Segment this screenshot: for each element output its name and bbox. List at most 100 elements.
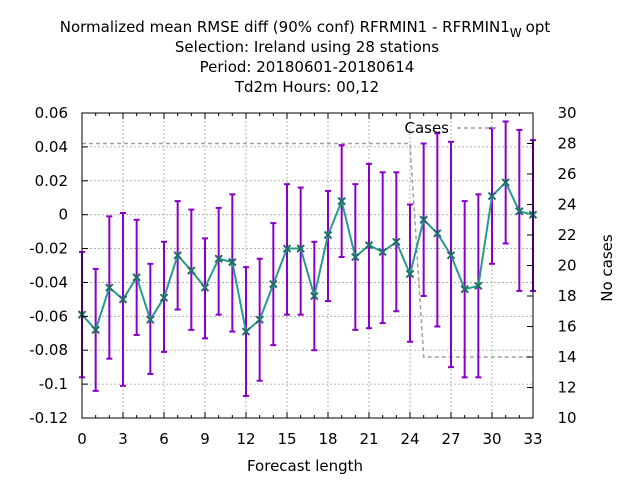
- y-tick-label: -0.1: [39, 375, 68, 393]
- y2-tick-label: 22: [557, 226, 576, 244]
- x-tick-label: 15: [277, 430, 296, 448]
- x-tick-label: 9: [200, 430, 210, 448]
- y2-tick-label: 12: [557, 379, 576, 397]
- mean-point: [323, 230, 333, 240]
- title-line-3: Period: 20180601-20180614: [200, 58, 415, 76]
- mean-point-stroke: [337, 196, 346, 206]
- mean-point: [460, 285, 469, 294]
- mean-point-stroke: [132, 273, 141, 282]
- y-tick-label: -0.12: [29, 409, 68, 427]
- mean-point-stroke: [405, 269, 415, 279]
- mean-point-stroke: [392, 237, 401, 246]
- mean-point-stroke: [296, 244, 305, 253]
- y2-tick-label: 28: [557, 135, 576, 153]
- mean-point: [487, 191, 497, 201]
- mean-point-stroke: [378, 247, 387, 257]
- mean-point: [118, 295, 128, 304]
- mean-point-stroke: [241, 327, 251, 336]
- mean-point-stroke: [255, 315, 264, 324]
- mean-point: [446, 251, 456, 260]
- y2-tick-label: 26: [557, 165, 576, 183]
- mean-point-stroke: [187, 266, 196, 275]
- mean-point: [187, 266, 196, 275]
- y-tick-label: -0.04: [29, 273, 68, 291]
- mean-point-stroke: [515, 207, 524, 216]
- mean-point-stroke: [282, 244, 292, 253]
- title-line-4: Td2m Hours: 00,12: [234, 78, 379, 96]
- title-line-2: Selection: Ireland using 28 stations: [175, 38, 439, 56]
- mean-point: [105, 283, 114, 292]
- mean-point: [515, 207, 524, 216]
- y-tick-label: -0.08: [29, 341, 68, 359]
- x-tick-label: 21: [359, 430, 378, 448]
- y2-tick-label: 14: [557, 348, 576, 366]
- mean-point: [337, 196, 346, 206]
- x-tick-label: 3: [118, 430, 128, 448]
- tick-labels: 0 3 6 9 12 15 18 21 24 27 30 33 0.06 0.04 0.02 0 -0.02 -0…: [29, 104, 576, 448]
- x-tick-label: 18: [318, 430, 337, 448]
- y2-tick-label: 10: [557, 409, 576, 427]
- mean-point: [269, 279, 278, 289]
- mean-point-stroke: [200, 283, 210, 292]
- y-tick-label: 0.02: [35, 172, 68, 190]
- y2-tick-label: 24: [557, 196, 576, 214]
- mean-point-stroke: [173, 251, 182, 260]
- mean-point: [364, 240, 374, 250]
- mean-point-stroke: [351, 252, 360, 262]
- mean-point: [132, 273, 141, 282]
- errorbar-series: [79, 120, 536, 397]
- mean-point: [351, 252, 360, 262]
- mean-point: [159, 293, 169, 302]
- x-tick-label: 12: [236, 430, 255, 448]
- mean-point-stroke: [501, 178, 510, 187]
- y-tick-label: -0.06: [29, 307, 68, 325]
- mean-point: [255, 315, 264, 324]
- x-tick-label: 24: [400, 430, 419, 448]
- y-tick-label: -0.02: [29, 240, 68, 258]
- mean-point: [378, 247, 387, 257]
- mean-point-stroke: [159, 293, 169, 302]
- mean-point-stroke: [487, 191, 497, 201]
- mean-point: [419, 215, 428, 224]
- plot-frame: [81, 112, 534, 419]
- mean-point-stroke: [214, 254, 223, 263]
- legend: Cases: [404, 119, 498, 137]
- chart-title: Normalized mean RMSE diff (90% conf) RFR…: [60, 18, 551, 96]
- mean-point: [214, 254, 223, 263]
- x-axis-label: Forecast length: [247, 457, 363, 475]
- mean-point: [200, 283, 210, 292]
- axes: [81, 112, 534, 419]
- mean-point: [241, 327, 251, 336]
- y-tick-label: 0.04: [35, 138, 68, 156]
- y-tick-label: 0.06: [35, 104, 68, 122]
- x-tick-label: 33: [523, 430, 542, 448]
- mean-point: [310, 291, 319, 301]
- mean-point: [173, 251, 182, 260]
- mean-point: [282, 244, 292, 253]
- mean-point-stroke: [269, 279, 278, 289]
- y2-tick-label: 18: [557, 287, 576, 305]
- x-tick-label: 6: [159, 430, 169, 448]
- mean-point-stroke: [310, 291, 319, 301]
- mean-point: [433, 229, 442, 238]
- mean-point: [91, 325, 100, 335]
- mean-point-stroke: [118, 295, 128, 304]
- title-line-1: Normalized mean RMSE diff (90% conf) RFR…: [60, 18, 551, 40]
- mean-point-stroke: [460, 285, 469, 294]
- legend-label-cases: Cases: [404, 119, 449, 137]
- mean-line: [81, 180, 534, 334]
- mean-point: [474, 281, 483, 291]
- y2-tick-label: 16: [557, 318, 576, 336]
- x-tick-label: 0: [77, 430, 87, 448]
- y2-axis-label: No cases: [598, 234, 616, 302]
- mean-point: [146, 315, 155, 324]
- x-tick-label: 30: [482, 430, 501, 448]
- mean-point-stroke: [419, 215, 428, 224]
- y-tick-label: 0: [58, 206, 68, 224]
- mean-point-stroke: [228, 257, 237, 267]
- mean-series: [77, 178, 538, 336]
- y2-tick-label: 30: [557, 104, 576, 122]
- mean-point: [392, 237, 401, 246]
- y2-tick-label: 20: [557, 257, 576, 275]
